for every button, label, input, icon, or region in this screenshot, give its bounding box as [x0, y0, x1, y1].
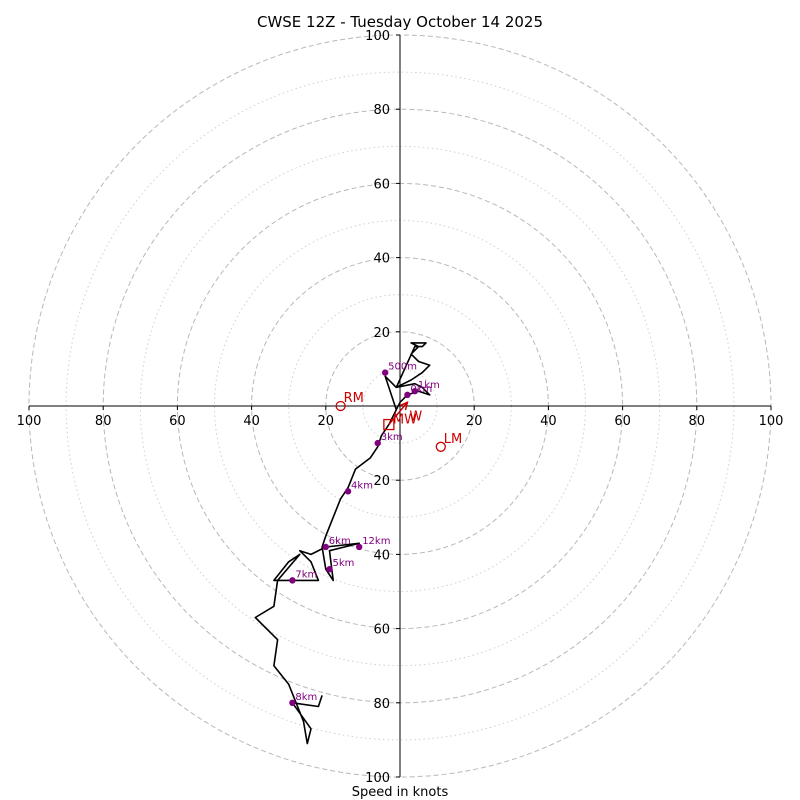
x-tick-label: 20 — [466, 414, 483, 429]
hodograph-trace — [254, 342, 431, 745]
rm-label: RM — [344, 391, 364, 406]
height-label-3km: 3km — [381, 432, 403, 443]
height-marker-4km — [344, 488, 352, 495]
x-axis-label: Speed in knots — [352, 785, 449, 800]
axes — [29, 35, 771, 777]
y-tick-label: 100 — [365, 771, 390, 786]
height-label-4km: 4km — [351, 480, 373, 491]
height-marker-5km — [326, 566, 333, 573]
x-tick-label: 20 — [318, 414, 335, 429]
x-tick-label: 40 — [243, 414, 260, 429]
x-tick-label: 100 — [759, 414, 784, 429]
y-tick-label: 40 — [373, 548, 390, 563]
x-tick-label: 80 — [95, 414, 112, 429]
y-tick-label: 100 — [365, 29, 390, 44]
height-label-8km: 8km — [295, 692, 317, 703]
x-tick-label: 60 — [169, 414, 186, 429]
x-tick-label: 80 — [689, 414, 706, 429]
height-marker-1km — [411, 387, 419, 395]
height-marker-12km — [355, 543, 363, 551]
x-tick-label: 40 — [540, 414, 557, 429]
height-marker-8km — [289, 699, 296, 706]
height-marker-500m — [381, 369, 389, 376]
tick-labels: 100 80 60 40 20 20 40 60 80 100 20 40 60 80 100 20 40 60 8… — [17, 29, 784, 786]
mean-wind-arrow-label: W — [409, 409, 422, 424]
y-tick-label: 60 — [373, 623, 390, 638]
height-marker-3km — [374, 439, 381, 447]
height-label-5km: 5km — [333, 558, 355, 569]
y-tick-label: 60 — [373, 177, 390, 192]
lm-label: LM — [444, 432, 462, 447]
height-label-500m: 500m — [388, 362, 417, 373]
x-tick-label: 60 — [614, 414, 631, 429]
height-marker-6km — [322, 543, 329, 551]
mean-wind-arrow — [388, 401, 408, 426]
storm-motion-layer: RM LM MWW — [335, 391, 462, 452]
mw-label: MW — [393, 413, 417, 428]
y-tick-label: 40 — [373, 252, 390, 267]
y-tick-label: 80 — [373, 103, 390, 118]
mw-marker — [383, 418, 395, 431]
mean-wind-arrow-head — [399, 400, 409, 411]
lm-marker — [435, 441, 446, 452]
x-tick-label: 100 — [17, 414, 42, 429]
y-tick-label: 20 — [373, 474, 390, 489]
y-tick-label: 80 — [373, 697, 390, 712]
height-label-0km: 0km — [410, 384, 432, 395]
height-marker-0km — [404, 391, 411, 399]
height-label-6km: 6km — [329, 536, 351, 547]
rm-marker — [335, 400, 346, 412]
height-label-12km: 12km — [362, 536, 390, 547]
y-tick-label: 20 — [373, 326, 390, 341]
chart-title: CWSE 12Z - Tuesday October 14 2025 — [257, 13, 543, 31]
height-marker-7km — [289, 577, 296, 584]
height-label-1km: 1km — [418, 380, 440, 391]
height-label-7km: 7km — [295, 569, 317, 580]
wind-profile-line — [254, 342, 431, 745]
